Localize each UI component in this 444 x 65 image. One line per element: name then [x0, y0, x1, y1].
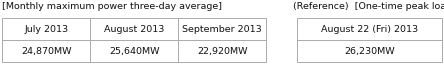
Text: 22,920MW: 22,920MW: [197, 47, 248, 56]
Text: July 2013: July 2013: [24, 25, 68, 34]
Bar: [297, 18, 442, 62]
Text: 26,230MW: 26,230MW: [344, 47, 395, 56]
Bar: [2, 18, 266, 62]
Text: [Monthly maximum power three-day average]: [Monthly maximum power three-day average…: [2, 2, 222, 11]
Text: August 2013: August 2013: [104, 25, 164, 34]
Text: September 2013: September 2013: [182, 25, 262, 34]
Text: August 22 (Fri) 2013: August 22 (Fri) 2013: [321, 25, 418, 34]
Text: 24,870MW: 24,870MW: [21, 47, 71, 56]
Text: (Reference)  [One-time peak load]: (Reference) [One-time peak load]: [293, 2, 444, 11]
Text: 25,640MW: 25,640MW: [109, 47, 159, 56]
